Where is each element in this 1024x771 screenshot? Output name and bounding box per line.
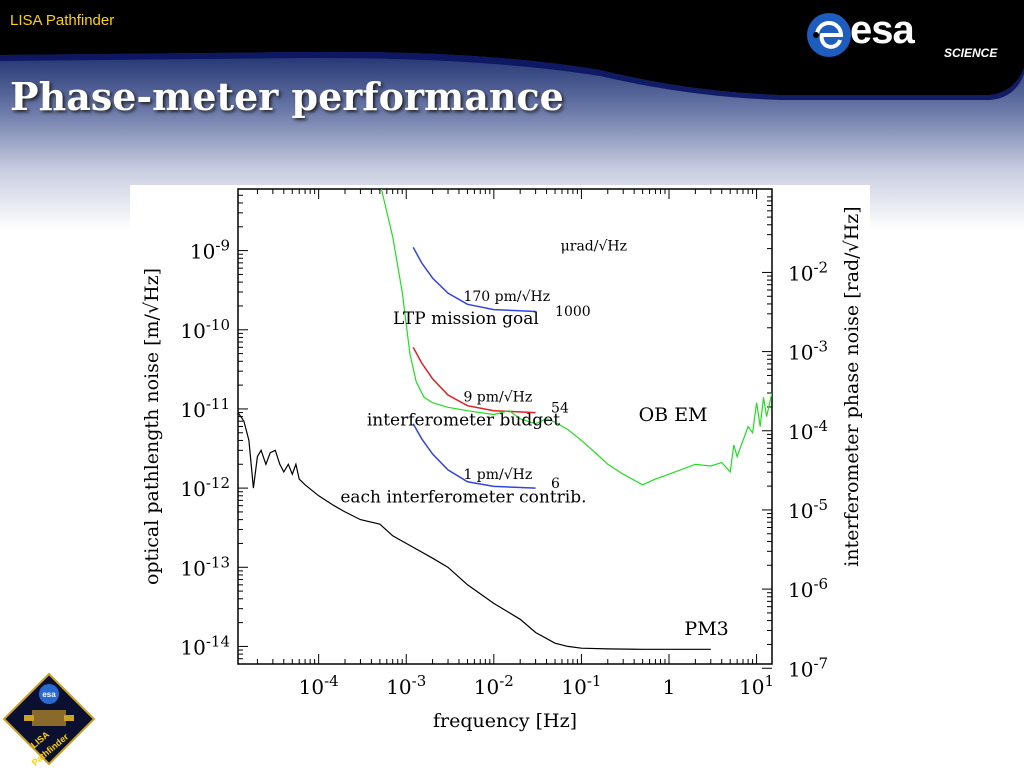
y-tick-label-left: 10-14	[180, 632, 230, 659]
chart: 10-4 10-3 10-2 10-1 1 10110-910-1010-1110-121…	[141, 188, 863, 732]
series-line-pm3	[238, 412, 711, 650]
reference-curve-label: interferometer budget	[367, 410, 560, 430]
reference-curve-1	[412, 346, 536, 414]
esa-logo-icon	[807, 13, 851, 57]
reference-value-label: 9 pm/√Hz	[463, 389, 532, 405]
badge-text: esa LISA Pathfinder	[29, 690, 71, 766]
x-tick-label: 10-4	[299, 672, 339, 699]
reference-value-label: 170 pm/√Hz	[463, 289, 550, 305]
annotation: μrad/√Hz	[561, 239, 627, 255]
esa-logo-word: esa	[850, 8, 915, 52]
lisa-pathfinder-badge-icon	[2, 672, 96, 766]
annotation: 54	[551, 401, 569, 417]
x-tick-label: 101	[739, 672, 774, 699]
x-tick-label: 10-2	[474, 672, 514, 699]
y-tick-label-left: 10-12	[180, 474, 230, 501]
y-tick-label-right: 10-5	[788, 496, 828, 523]
x-tick-label: 1	[663, 675, 676, 699]
header-banner	[0, 0, 1024, 100]
y-tick-label-right: 10-7	[788, 654, 828, 681]
x-tick-label: 10-3	[386, 672, 426, 699]
x-tick-label: 10-1	[561, 672, 601, 699]
y-tick-label-left: 10-10	[180, 316, 230, 343]
y-axis-label-right: interferometer phase noise [rad/√Hz]	[841, 206, 863, 566]
badge-esa-text: esa	[42, 690, 56, 699]
y-tick-label-left: 10-13	[180, 553, 230, 580]
esa-logo: esa SCIENCE	[806, 8, 1012, 64]
annotation: OB EM	[639, 404, 708, 426]
x-axis-label: frequency [Hz]	[433, 710, 577, 732]
esa-logo-sub: SCIENCE	[944, 46, 998, 60]
mission-name: LISA Pathfinder	[10, 12, 115, 29]
reference-curve-0	[412, 246, 536, 313]
y-tick-label-right: 10-6	[788, 575, 828, 602]
y-tick-label-left: 10-9	[190, 237, 230, 264]
annotation: PM3	[684, 618, 728, 640]
y-tick-label-left: 10-11	[180, 395, 230, 422]
page-title: Phase-meter performance	[10, 74, 564, 119]
y-tick-label-right: 10-3	[788, 338, 828, 365]
annotation: 1000	[555, 304, 591, 320]
mission-badge: esa LISA Pathfinder	[2, 672, 96, 766]
reference-curve-2	[412, 423, 536, 489]
y-tick-label-right: 10-2	[788, 258, 828, 285]
reference-curve-label: each interferometer contrib.	[340, 487, 586, 507]
chart-panel: 10-4 10-3 10-2 10-1 1 101 10-9 10-10 10-11 10-12 1…	[130, 185, 870, 740]
reference-value-label: 1 pm/√Hz	[463, 467, 532, 483]
y-tick-label-right: 10-4	[788, 417, 828, 444]
series-line-ob-em	[380, 189, 772, 486]
annotation: 6	[551, 476, 560, 492]
y-axis-label-left: optical pathlength noise [m/√Hz]	[141, 268, 163, 585]
reference-curve-label: LTP mission goal	[393, 309, 539, 329]
